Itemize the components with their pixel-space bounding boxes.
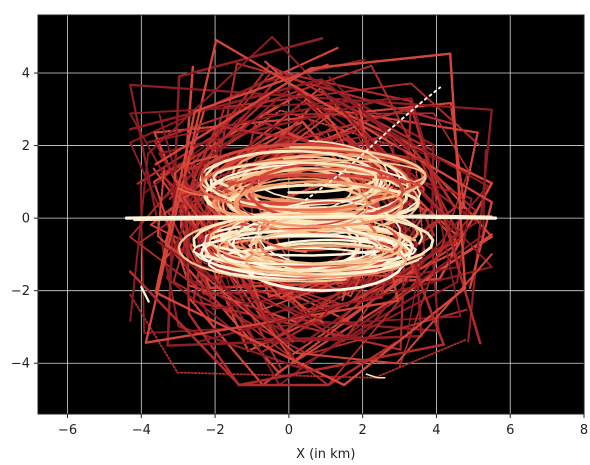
trajectory-line [224, 174, 425, 194]
trajectory-line [257, 233, 379, 256]
trajectory-line [168, 62, 459, 351]
y-tick-label: 4 [22, 67, 30, 82]
trajectory-line [133, 214, 493, 222]
trajectory-line [204, 221, 407, 257]
trajectory-line [212, 161, 378, 194]
trajectory-line [199, 159, 358, 212]
trajectory-line [139, 180, 462, 334]
trajectory-line [233, 180, 403, 228]
x-tick-label: 6 [506, 423, 514, 438]
trajectory-line [365, 373, 386, 379]
trajectory-layer [124, 35, 498, 387]
trajectory-line [124, 214, 498, 220]
y-tick-label: 0 [22, 212, 30, 227]
x-tick-label: 0 [285, 423, 293, 438]
trajectory-line [260, 112, 470, 369]
trajectory-line [140, 285, 150, 303]
trajectory-line [226, 206, 424, 267]
trajectory-line [129, 70, 477, 386]
x-tick-label: −6 [58, 423, 77, 438]
y-tick-label: −4 [11, 357, 30, 372]
y-tick-label: 2 [22, 139, 30, 154]
trajectory-line [192, 211, 435, 273]
trajectory-line [154, 52, 467, 387]
trajectory-line [289, 146, 427, 203]
trajectory-line [147, 101, 489, 341]
trajectory-line [184, 107, 482, 387]
x-axis-label: X (in km) [296, 447, 355, 462]
trajectory-line [216, 227, 385, 275]
trajectory-line [156, 168, 493, 365]
trajectory-line [129, 35, 493, 343]
ticks: −6 −4 −2 0 2 4 6 8 −4 −2 0 2 4 [11, 67, 588, 438]
trajectory-line [156, 76, 430, 321]
trajectory-line [252, 158, 409, 217]
trajectory-line [199, 229, 413, 278]
plot-frame [37, 14, 585, 415]
trajectory-line [249, 228, 403, 265]
x-tick-label: −4 [132, 423, 151, 438]
x-tick-label: 8 [580, 423, 588, 438]
trajectory-line [245, 244, 408, 278]
x-tick-label: 2 [359, 423, 367, 438]
x-tick-label: −2 [205, 423, 224, 438]
x-tick-label: 4 [432, 423, 440, 438]
y-tick-label: −2 [11, 284, 30, 299]
